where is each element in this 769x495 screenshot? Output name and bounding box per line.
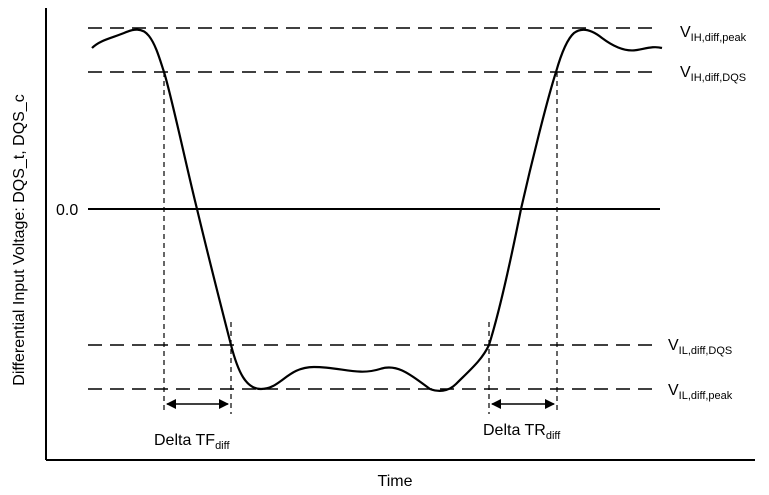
x-axis-label: Time xyxy=(378,473,413,490)
vil-peak-label-main: V xyxy=(668,382,679,399)
vih-dqs-label: VIH,diff,DQS xyxy=(680,64,746,84)
tr-interval-label-main: Delta TR xyxy=(483,422,546,439)
zero-label: 0.0 xyxy=(56,202,78,219)
y-axis-label: Differential Input Voltage: DQS_t, DQS_c xyxy=(11,94,28,385)
tr-interval-label-sub: diff xyxy=(546,430,561,442)
vih-peak-label-main: V xyxy=(680,24,691,41)
vil-dqs-label-sub: IL,diff,DQS xyxy=(679,345,733,357)
vil-peak-label-sub: IL,diff,peak xyxy=(679,390,733,402)
vil-peak-label: VIL,diff,peak xyxy=(668,382,733,402)
vil-dqs-label-main: V xyxy=(668,337,679,354)
tf-interval-label-main: Delta TF xyxy=(154,432,215,449)
vih-dqs-label-main: V xyxy=(680,64,691,81)
tf-interval-label-sub: diff xyxy=(215,440,230,452)
vih-peak-label-sub: IH,diff,peak xyxy=(691,32,747,44)
vil-dqs-label: VIL,diff,DQS xyxy=(668,337,732,357)
tf-interval-label: Delta TFdiff xyxy=(154,432,230,452)
tr-interval-label: Delta TRdiff xyxy=(483,422,561,442)
vih-peak-label: VIH,diff,peak xyxy=(680,24,747,44)
signal-waveform xyxy=(91,28,663,392)
vih-dqs-label-sub: IH,diff,DQS xyxy=(691,72,746,84)
